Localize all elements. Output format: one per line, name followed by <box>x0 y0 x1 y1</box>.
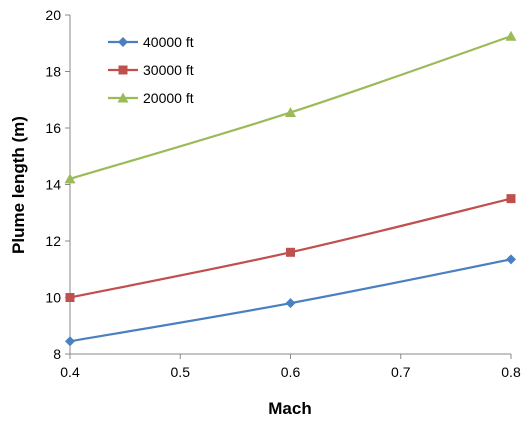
legend-item: 30000 ft <box>108 62 194 78</box>
data-point <box>64 173 76 184</box>
data-point <box>65 293 75 302</box>
legend-label: 30000 ft <box>143 62 194 78</box>
legend-marker <box>118 65 128 75</box>
legend: 40000 ft 30000 ft 20000 ft <box>108 34 194 106</box>
legend-label: 20000 ft <box>143 90 194 106</box>
legend-marker <box>118 37 128 47</box>
x-axis-title: Mach <box>268 399 311 418</box>
series-layer <box>64 30 517 347</box>
data-point <box>285 106 296 117</box>
x-tick-label: 0.8 <box>501 364 521 380</box>
axes: 8 10 12 14 16 18 20 0.4 0.5 0.6 0.7 0.8 <box>45 7 521 380</box>
y-tick-label: 14 <box>45 177 61 193</box>
legend-item: 20000 ft <box>108 90 194 106</box>
y-axis-title: Plume length (m) <box>9 116 28 254</box>
x-tick-label: 0.5 <box>171 364 191 380</box>
x-tick-label: 0.6 <box>281 364 301 380</box>
legend-item: 40000 ft <box>108 34 194 50</box>
data-point <box>65 336 75 347</box>
y-tick-label: 10 <box>45 290 61 306</box>
x-tick-label: 0.7 <box>391 364 411 380</box>
data-point <box>506 254 516 265</box>
data-point <box>506 194 516 204</box>
legend-label: 40000 ft <box>143 34 194 50</box>
y-tick-label: 12 <box>45 233 61 249</box>
data-point <box>285 298 296 309</box>
data-point <box>286 247 295 257</box>
y-tick-label: 16 <box>45 120 61 136</box>
data-point <box>505 30 517 41</box>
legend-marker <box>117 92 129 103</box>
series-1 <box>65 194 516 302</box>
x-tick-label: 0.4 <box>60 364 80 380</box>
y-tick-label: 20 <box>45 7 61 23</box>
series-0 <box>65 254 516 347</box>
series-2 <box>64 30 517 184</box>
y-tick-label: 18 <box>45 64 61 80</box>
y-tick-label: 8 <box>53 346 61 362</box>
